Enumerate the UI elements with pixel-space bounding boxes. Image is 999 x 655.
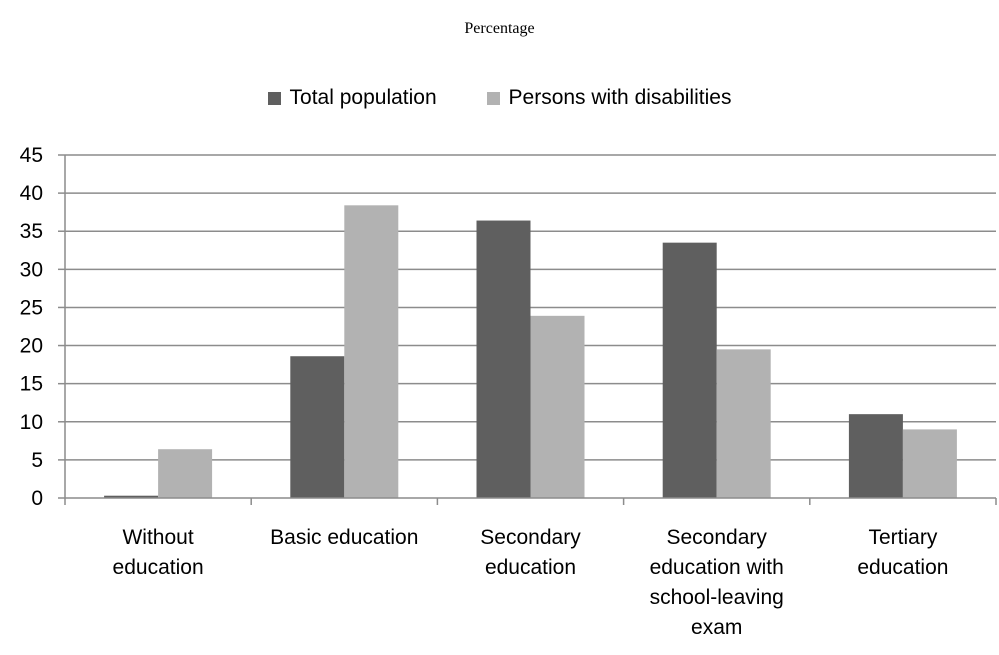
x-tick-label: education bbox=[113, 556, 204, 579]
legend-item-persons-with-disabilities: Persons with disabilities bbox=[486, 86, 732, 110]
y-tick-label: 40 bbox=[20, 182, 43, 205]
legend: Total population Persons with disabiliti… bbox=[0, 86, 999, 111]
y-tick-label: 35 bbox=[20, 220, 43, 243]
x-tick-label: education with bbox=[650, 556, 784, 579]
y-tick-label: 25 bbox=[20, 296, 43, 319]
legend-label-persons-with-disabilities: Persons with disabilities bbox=[508, 86, 732, 109]
bar-persons-with-disabilities bbox=[716, 349, 771, 498]
x-tick-label: Basic education bbox=[270, 526, 418, 549]
y-tick-label: 0 bbox=[31, 487, 43, 510]
bar-total-population bbox=[662, 242, 717, 498]
x-tick-label: exam bbox=[691, 616, 742, 639]
y-tick-label: 15 bbox=[20, 373, 43, 396]
x-tick-label: Secondary bbox=[666, 526, 767, 549]
x-tick-label: Secondary bbox=[480, 526, 581, 549]
x-tick-label: Tertiary bbox=[868, 526, 937, 549]
legend-swatch-total-population bbox=[267, 91, 281, 105]
y-tick-label: 10 bbox=[20, 411, 43, 434]
y-tick-label: 30 bbox=[20, 258, 43, 281]
legend-item-total-population: Total population bbox=[267, 86, 437, 110]
bar-total-population bbox=[848, 414, 903, 498]
bar-persons-with-disabilities bbox=[158, 449, 213, 498]
y-tick-label: 5 bbox=[31, 449, 43, 472]
x-tick-label: education bbox=[485, 556, 576, 579]
bar-persons-with-disabilities bbox=[530, 315, 585, 498]
bar-persons-with-disabilities bbox=[902, 429, 957, 498]
bar-total-population bbox=[476, 220, 531, 498]
x-tick-label: school-leaving bbox=[650, 586, 784, 609]
legend-label-total-population: Total population bbox=[289, 86, 437, 109]
x-tick-label: education bbox=[857, 556, 948, 579]
bar-persons-with-disabilities bbox=[344, 205, 399, 498]
x-tick-label: Without bbox=[122, 526, 193, 549]
legend-swatch-persons-with-disabilities bbox=[486, 91, 500, 105]
bar-total-population bbox=[104, 495, 159, 498]
y-tick-label: 20 bbox=[20, 335, 43, 358]
chart-title: Percentage bbox=[464, 20, 535, 37]
bar-total-population bbox=[290, 356, 345, 498]
y-tick-label: 45 bbox=[20, 144, 43, 167]
